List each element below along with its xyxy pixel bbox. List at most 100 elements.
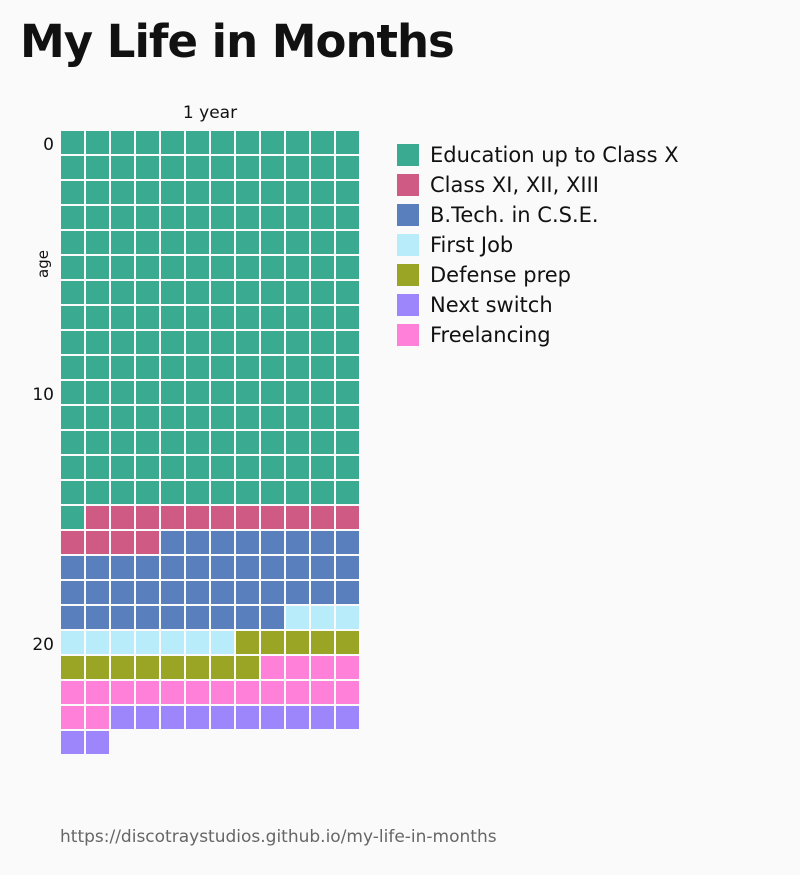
month-cell <box>186 231 209 254</box>
month-cell <box>111 156 134 179</box>
month-cell <box>286 631 309 654</box>
legend-swatch <box>397 174 419 196</box>
month-cell <box>161 206 184 229</box>
month-cell <box>236 256 259 279</box>
month-cell <box>311 581 334 604</box>
month-cell <box>111 331 134 354</box>
month-cell <box>161 531 184 554</box>
age-tick-label: 20 <box>32 635 54 655</box>
month-cell <box>261 531 284 554</box>
month-cell <box>311 131 334 154</box>
month-cell <box>86 381 109 404</box>
month-cell <box>136 381 159 404</box>
month-cell <box>161 281 184 304</box>
month-cell <box>311 556 334 579</box>
month-cell <box>336 581 359 604</box>
month-cell <box>261 581 284 604</box>
month-cell <box>61 456 84 479</box>
month-cell <box>136 656 159 679</box>
month-cell <box>286 206 309 229</box>
month-cell <box>86 331 109 354</box>
month-cell <box>61 556 84 579</box>
month-cell <box>311 631 334 654</box>
month-cell <box>86 156 109 179</box>
month-cell <box>236 606 259 629</box>
month-cell <box>311 256 334 279</box>
month-cell <box>211 131 234 154</box>
month-cell <box>61 606 84 629</box>
month-cell <box>236 181 259 204</box>
month-cell <box>286 506 309 529</box>
month-cell <box>211 331 234 354</box>
month-cell <box>161 656 184 679</box>
month-cell <box>286 156 309 179</box>
month-cell <box>161 431 184 454</box>
month-cell <box>111 306 134 329</box>
month-cell <box>336 181 359 204</box>
month-cell <box>236 406 259 429</box>
month-cell <box>336 631 359 654</box>
month-cell <box>261 231 284 254</box>
month-cell <box>261 506 284 529</box>
month-cell <box>161 256 184 279</box>
month-cell <box>111 131 134 154</box>
month-cell <box>261 456 284 479</box>
month-cell <box>336 606 359 629</box>
legend-item: First Job <box>397 230 679 260</box>
month-cell <box>61 206 84 229</box>
month-cell <box>261 631 284 654</box>
month-cell <box>261 256 284 279</box>
legend-swatch <box>397 264 419 286</box>
month-cell <box>111 281 134 304</box>
month-cell <box>261 406 284 429</box>
month-cell <box>311 506 334 529</box>
month-cell <box>236 306 259 329</box>
month-cell <box>111 656 134 679</box>
month-cell <box>236 681 259 704</box>
month-cell <box>211 456 234 479</box>
month-cell <box>336 156 359 179</box>
month-cell <box>61 131 84 154</box>
month-cell <box>211 181 234 204</box>
month-cell <box>311 456 334 479</box>
month-cell <box>186 506 209 529</box>
month-cell <box>136 156 159 179</box>
month-cell <box>286 181 309 204</box>
month-cell <box>161 356 184 379</box>
month-cell <box>61 681 84 704</box>
chart-title: My Life in Months <box>20 15 455 68</box>
month-cell <box>236 456 259 479</box>
legend-swatch <box>397 204 419 226</box>
month-cell <box>86 606 109 629</box>
month-cell <box>211 656 234 679</box>
month-cell <box>111 531 134 554</box>
month-cell <box>161 181 184 204</box>
month-cell <box>311 356 334 379</box>
month-cell <box>286 556 309 579</box>
month-cell <box>86 506 109 529</box>
month-cell <box>236 131 259 154</box>
month-cell <box>286 306 309 329</box>
month-cell <box>286 706 309 729</box>
month-cell <box>211 506 234 529</box>
month-cell <box>61 381 84 404</box>
month-cell <box>86 731 109 754</box>
month-cell <box>336 381 359 404</box>
month-cell <box>336 356 359 379</box>
month-cell <box>111 406 134 429</box>
month-cell <box>311 156 334 179</box>
month-cell <box>211 706 234 729</box>
legend-label: Class XI, XII, XIII <box>430 173 599 197</box>
month-cell <box>161 681 184 704</box>
legend-label: B.Tech. in C.S.E. <box>430 203 599 227</box>
month-cell <box>136 606 159 629</box>
month-cell <box>186 606 209 629</box>
month-cell <box>286 656 309 679</box>
month-cell <box>161 606 184 629</box>
month-cell <box>211 481 234 504</box>
age-tick-label: 10 <box>32 385 54 405</box>
month-cell <box>261 131 284 154</box>
month-cell <box>161 381 184 404</box>
month-cell <box>86 281 109 304</box>
month-cell <box>136 256 159 279</box>
